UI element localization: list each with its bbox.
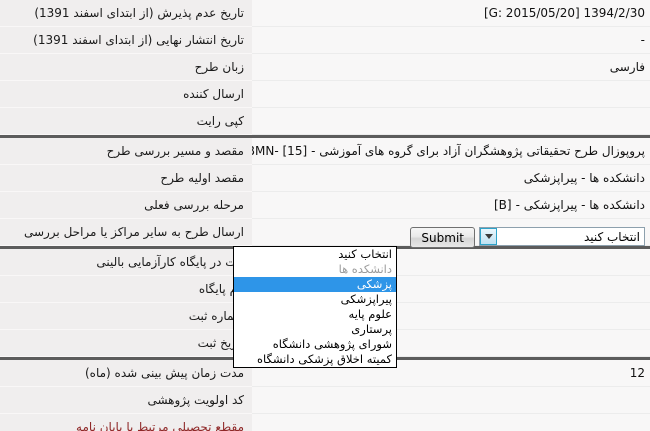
field-label: زبان طرح — [0, 54, 252, 81]
send-to-controls: انتخاب کنید Submit — [252, 219, 650, 248]
field-value: دانشکده ها - پیراپزشکی — [252, 165, 650, 192]
field-value — [252, 108, 650, 135]
field-label: مقطع تحصیلی مرتبط با پایان نامه — [0, 414, 252, 431]
field-label: تاریخ انتشار نهایی (از ابتدای اسفند 1391… — [0, 27, 252, 54]
select-dropdown-button[interactable] — [480, 228, 497, 245]
field-label: ثبت در پایگاه کارآزمایی بالینی — [0, 249, 252, 276]
field-label: کد اولویت پژوهشی — [0, 387, 252, 414]
field-label: نام پایگاه — [0, 276, 252, 303]
field-value — [252, 414, 650, 431]
final-publish-date-value: - — [640, 33, 645, 47]
dropdown-option[interactable]: پزشکی — [234, 277, 396, 292]
form-row: انتخاب کنید Submit ارسال طرح به سایر مرا… — [0, 219, 650, 248]
form-row: پروپوزال طرح تحقیقاتی پژوهشگران آزاد برا… — [0, 138, 650, 165]
form-row: دانشکده ها - پیراپزشکی مقصد اولیه طرح — [0, 165, 650, 192]
field-label: مقصد و مسیر بررسی طرح — [0, 138, 252, 165]
current-stage-value: دانشکده ها - پیراپزشکی - — [515, 198, 645, 212]
field-value: 12 — [252, 360, 650, 387]
send-to-select-value: انتخاب کنید — [583, 229, 640, 244]
initial-destination-value: دانشکده ها - پیراپزشکی — [523, 171, 645, 185]
form-row: فارسی زبان طرح — [0, 54, 650, 81]
dropdown-option[interactable]: انتخاب کنید — [338, 247, 392, 261]
form-row: مقطع تحصیلی مرتبط با پایان نامه — [0, 414, 650, 431]
field-value — [252, 387, 650, 414]
review-path-value: پروپوزال طرح تحقیقاتی پژوهشگران آزاد برا… — [311, 144, 645, 158]
field-label: مدت زمان پیش بینی شده (ماه) — [0, 360, 252, 387]
field-label: مرحله بررسی فعلی — [0, 192, 252, 219]
field-label: ارسال کننده — [0, 81, 252, 108]
send-to-select[interactable]: انتخاب کنید — [479, 227, 645, 246]
field-value: [G: 2015/05/20] 1394/2/30 — [252, 0, 650, 27]
field-value: فارسی — [252, 54, 650, 81]
field-value: - — [252, 27, 650, 54]
field-label: تاریخ ثبت — [0, 330, 252, 357]
field-label: مقصد اولیه طرح — [0, 165, 252, 192]
current-stage-code: [B] — [493, 198, 512, 212]
rejection-date-value: [G: 2015/05/20] 1394/2/30 — [483, 6, 645, 20]
dropdown-option[interactable]: کمیته اخلاق پزشکی دانشگاه — [256, 352, 392, 366]
form-row: کد اولویت پژوهشی — [0, 387, 650, 414]
form-row: - تاریخ انتشار نهایی (از ابتدای اسفند 13… — [0, 27, 650, 54]
send-to-dropdown-list: انتخاب کنید دانشکده ها پزشکی پیراپزشکی ع… — [233, 246, 397, 368]
field-value: دانشکده ها - پیراپزشکی - [B] — [252, 192, 650, 219]
field-label: شماره ثبت — [0, 303, 252, 330]
chevron-down-icon — [484, 234, 493, 239]
submit-button[interactable]: Submit — [410, 227, 475, 248]
form-row: ارسال کننده — [0, 81, 650, 108]
dropdown-option[interactable]: پرستاری — [351, 322, 392, 336]
review-path-code: BMN- [15] — [252, 144, 308, 158]
dropdown-option[interactable]: علوم پایه — [348, 307, 392, 321]
duration-months-value: 12 — [629, 366, 645, 380]
field-label: ارسال طرح به سایر مراکز یا مراحل بررسی — [0, 219, 252, 246]
field-value: پروپوزال طرح تحقیقاتی پژوهشگران آزاد برا… — [252, 138, 650, 165]
dropdown-option[interactable]: شورای پژوهشی دانشگاه — [272, 337, 392, 351]
field-label: تاریخ عدم پذیرش (از ابتدای اسفند 1391) — [0, 0, 252, 27]
form-row: دانشکده ها - پیراپزشکی - [B] مرحله بررسی… — [0, 192, 650, 219]
form-row: [G: 2015/05/20] 1394/2/30 تاریخ عدم پذیر… — [0, 0, 650, 27]
dropdown-option[interactable]: پیراپزشکی — [340, 292, 392, 306]
field-value — [252, 81, 650, 108]
dropdown-option[interactable]: دانشکده ها — [338, 262, 392, 276]
form-row: کپی رایت — [0, 108, 650, 135]
form-row: 12 مدت زمان پیش بینی شده (ماه) — [0, 360, 650, 387]
project-language-value: فارسی — [609, 60, 645, 74]
field-label: کپی رایت — [0, 108, 252, 135]
section-divider — [0, 135, 650, 138]
